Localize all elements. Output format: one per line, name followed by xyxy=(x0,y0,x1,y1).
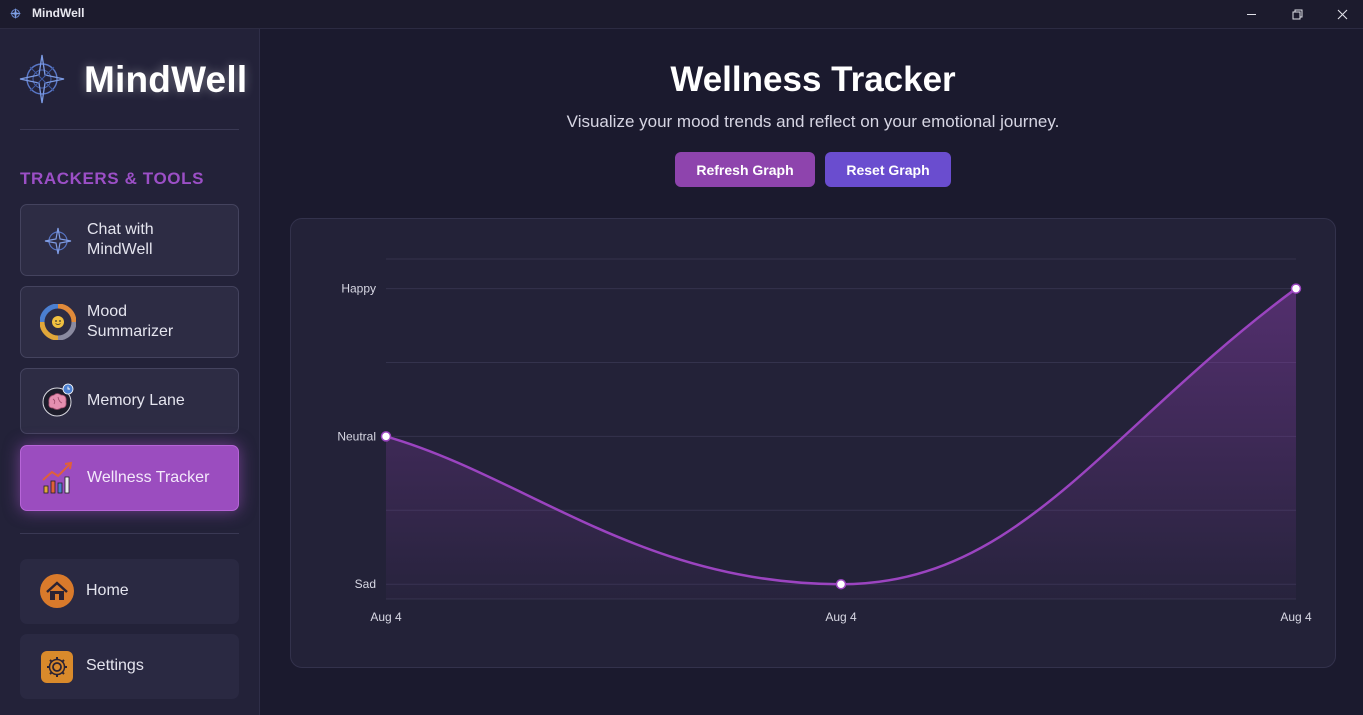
minimize-button[interactable] xyxy=(1228,0,1274,29)
close-button[interactable] xyxy=(1319,0,1363,29)
nav-label: Home xyxy=(86,582,129,599)
sparkle-compass-icon xyxy=(44,227,72,255)
app-logo-icon xyxy=(9,7,22,20)
nav-memory-lane[interactable]: Memory Lane xyxy=(20,368,239,434)
brain-memory-icon xyxy=(42,383,74,417)
page-title: Wellness Tracker xyxy=(670,60,956,99)
mindwell-logo-icon xyxy=(19,54,65,104)
mood-wheel-icon xyxy=(40,304,76,340)
data-point[interactable] xyxy=(1290,283,1302,294)
nav-label: Memory Lane xyxy=(87,392,185,409)
nav-label-line1: Mood xyxy=(87,303,128,320)
window-title: MindWell xyxy=(32,6,85,20)
sidebar-divider xyxy=(20,533,239,534)
nav-home[interactable]: Home xyxy=(20,559,239,624)
nav-label-line2: MindWell xyxy=(87,241,153,258)
sidebar: MindWell TRACKERS & TOOLS Chat with Mind… xyxy=(0,29,260,715)
refresh-graph-button[interactable]: Refresh Graph xyxy=(675,152,815,187)
section-title: TRACKERS & TOOLS xyxy=(20,169,205,188)
nav-mood-summarizer[interactable]: Mood Summarizer xyxy=(20,286,239,358)
mood-chart-card: Sad Neutral Happy Aug 4 Aug 4 Aug 4 xyxy=(290,218,1336,668)
reset-graph-button[interactable]: Reset Graph xyxy=(825,152,951,187)
x-tick-label: Aug 4 xyxy=(1280,610,1312,624)
mood-area-fill xyxy=(386,288,1296,599)
growth-chart-icon xyxy=(42,461,73,494)
nav-label: Wellness Tracker xyxy=(87,469,210,486)
nav-settings[interactable]: Settings xyxy=(20,634,239,699)
close-icon xyxy=(1337,9,1347,20)
y-tick-label: Sad xyxy=(355,577,376,591)
nav-chat-with-mindwell[interactable]: Chat with MindWell xyxy=(20,204,239,276)
home-icon xyxy=(40,574,74,608)
x-tick-label: Aug 4 xyxy=(370,610,402,624)
gear-icon xyxy=(41,651,73,683)
x-tick-label: Aug 4 xyxy=(825,610,857,624)
nav-wellness-tracker[interactable]: Wellness Tracker xyxy=(20,445,239,511)
title-bar: MindWell xyxy=(0,0,1363,29)
nav-label-line2: Summarizer xyxy=(87,323,174,340)
sidebar-divider xyxy=(20,129,239,130)
mood-chart: Sad Neutral Happy Aug 4 Aug 4 Aug 4 xyxy=(337,258,1312,624)
minimize-icon xyxy=(1246,14,1256,15)
nav-label: Settings xyxy=(86,657,144,674)
data-point[interactable] xyxy=(835,578,847,590)
y-tick-label: Neutral xyxy=(337,429,376,443)
restore-button[interactable] xyxy=(1274,0,1320,29)
restore-icon xyxy=(1292,9,1302,20)
nav-label-line1: Chat with xyxy=(87,221,154,238)
brand-title: MindWell xyxy=(84,59,248,100)
data-point[interactable] xyxy=(380,431,392,442)
page-subtitle: Visualize your mood trends and reflect o… xyxy=(566,112,1060,131)
y-tick-label: Happy xyxy=(341,282,376,296)
